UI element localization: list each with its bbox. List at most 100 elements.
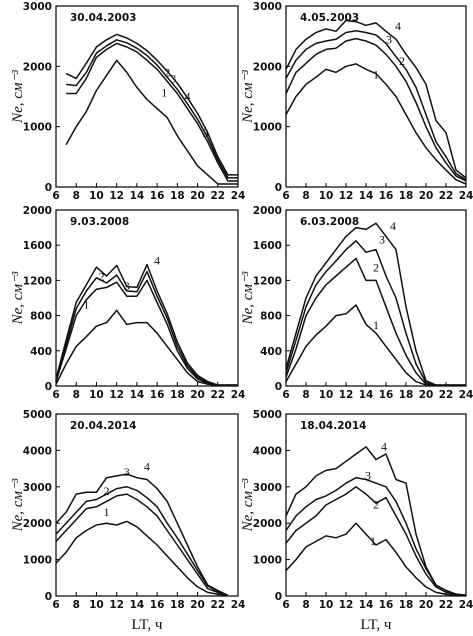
panel-date-title: 4.05.2003	[300, 12, 359, 24]
x-tick-label: 22	[210, 389, 225, 401]
curve-number-label: 1	[373, 67, 379, 81]
y-axis-label: Ne, см⁻³	[10, 478, 26, 532]
x-tick-label: 12	[339, 190, 354, 202]
y-tick-label: 4000	[23, 445, 52, 457]
panel-3: 6 8 10 12 14 16 18 20 22 240400800120016002000123…	[10, 205, 245, 401]
x-tick-label: 16	[150, 190, 165, 202]
y-tick-label: 0	[275, 591, 282, 603]
x-tick-label: 18	[170, 389, 185, 401]
series-line-4	[65, 33, 238, 176]
x-tick-label: 8	[302, 190, 309, 202]
x-tick-label: 12	[339, 599, 354, 611]
y-axis-label: Ne, см⁻³	[240, 70, 256, 124]
y-tick-label: 800	[30, 311, 52, 323]
curve-number-label: 3	[124, 279, 130, 293]
curve-number-label: 4	[390, 219, 396, 233]
panel-4: 6 8 10 12 14 16 18 20 22 240400800120016002000123…	[240, 205, 473, 401]
y-axis-label: Ne, см⁻³	[10, 271, 26, 325]
x-tick-label: 12	[109, 190, 124, 202]
curve-number-label: 3	[170, 72, 176, 86]
y-tick-label: 1600	[253, 240, 282, 252]
x-tick-label: 16	[150, 389, 165, 401]
y-tick-label: 3000	[23, 1, 52, 13]
x-tick-label: 6	[282, 389, 289, 401]
plot-frame	[285, 5, 467, 188]
curve-number-label: 3	[379, 232, 385, 246]
series-line-3	[55, 270, 238, 386]
y-tick-label: 0	[45, 381, 52, 393]
curve-number-label: 4	[381, 439, 387, 453]
y-tick-label: 1000	[253, 122, 282, 134]
curve-number-label: 2	[164, 66, 170, 80]
x-tick-label: 16	[150, 599, 165, 611]
x-tick-label: 10	[319, 599, 334, 611]
plot-frame	[55, 5, 239, 188]
y-tick-label: 5000	[253, 409, 282, 421]
series-line-4	[285, 19, 467, 179]
x-tick-label: 24	[231, 389, 246, 401]
x-tick-label: 6	[52, 599, 59, 611]
x-tick-label: 12	[109, 599, 124, 611]
y-tick-label: 800	[260, 311, 282, 323]
x-tick-label: 12	[339, 389, 354, 401]
y-tick-label: 1600	[23, 240, 52, 252]
series-line-4	[285, 446, 467, 597]
series-line-3	[285, 476, 467, 597]
x-tick-label: 16	[379, 389, 394, 401]
y-tick-label: 1000	[23, 122, 52, 134]
curve-number-label: 3	[386, 32, 392, 46]
y-tick-label: 1000	[253, 555, 282, 567]
curve-number-label: 4	[395, 19, 401, 33]
x-tick-label: 14	[359, 389, 374, 401]
x-axis-label: LT, ч	[132, 617, 163, 633]
panel-2: 6 8 10 12 14 16 18 20 22 24010002000300012344.05.…	[240, 1, 473, 202]
y-tick-label: 2000	[23, 518, 52, 530]
series-line-2	[285, 486, 467, 597]
curve-number-label: 1	[83, 298, 89, 312]
curve-number-label: 2	[373, 261, 379, 275]
y-tick-label: 2000	[23, 61, 52, 73]
curve-number-label: 2	[373, 498, 379, 512]
y-tick-label: 4000	[253, 445, 282, 457]
series-line-4	[55, 473, 229, 596]
x-tick-label: 18	[399, 389, 414, 401]
x-tick-label: 10	[89, 389, 104, 401]
y-axis-label: Ne, см⁻³	[240, 271, 256, 325]
y-tick-label: 0	[275, 381, 282, 393]
plot-frame	[285, 413, 467, 597]
x-tick-label: 14	[130, 389, 145, 401]
x-tick-label: 16	[379, 599, 394, 611]
panel-date-title: 9.03.2008	[70, 216, 129, 228]
panel-6: 6 8 10 12 14 16 18 20 22 240100020003000400050001…	[240, 409, 473, 633]
x-tick-label: 22	[439, 599, 454, 611]
series-line-2	[55, 493, 229, 597]
x-tick-label: 20	[419, 599, 434, 611]
y-tick-label: 0	[275, 182, 282, 194]
x-tick-label: 24	[459, 599, 473, 611]
y-tick-label: 3000	[23, 482, 52, 494]
x-tick-label: 18	[170, 599, 185, 611]
y-tick-label: 400	[30, 346, 52, 358]
series-line-1	[285, 63, 467, 185]
curve-number-label: 1	[373, 318, 379, 332]
x-tick-label: 24	[231, 599, 246, 611]
x-tick-label: 14	[359, 599, 374, 611]
x-tick-label: 24	[231, 190, 246, 202]
x-tick-label: 6	[52, 389, 59, 401]
series-line-3	[55, 486, 229, 597]
x-tick-label: 22	[210, 190, 225, 202]
x-tick-label: 6	[282, 190, 289, 202]
series-line-2	[66, 42, 238, 182]
series-line-1	[285, 522, 466, 597]
y-tick-label: 0	[45, 182, 52, 194]
x-tick-label: 6	[52, 190, 59, 202]
y-axis-label: Ne, см⁻³	[240, 478, 256, 532]
x-tick-label: 20	[190, 599, 205, 611]
plot-frame	[55, 413, 239, 597]
x-tick-label: 14	[130, 599, 145, 611]
x-tick-label: 16	[379, 190, 394, 202]
x-tick-label: 8	[73, 190, 80, 202]
x-tick-label: 10	[89, 599, 104, 611]
x-tick-label: 20	[419, 389, 434, 401]
x-tick-label: 12	[109, 389, 124, 401]
